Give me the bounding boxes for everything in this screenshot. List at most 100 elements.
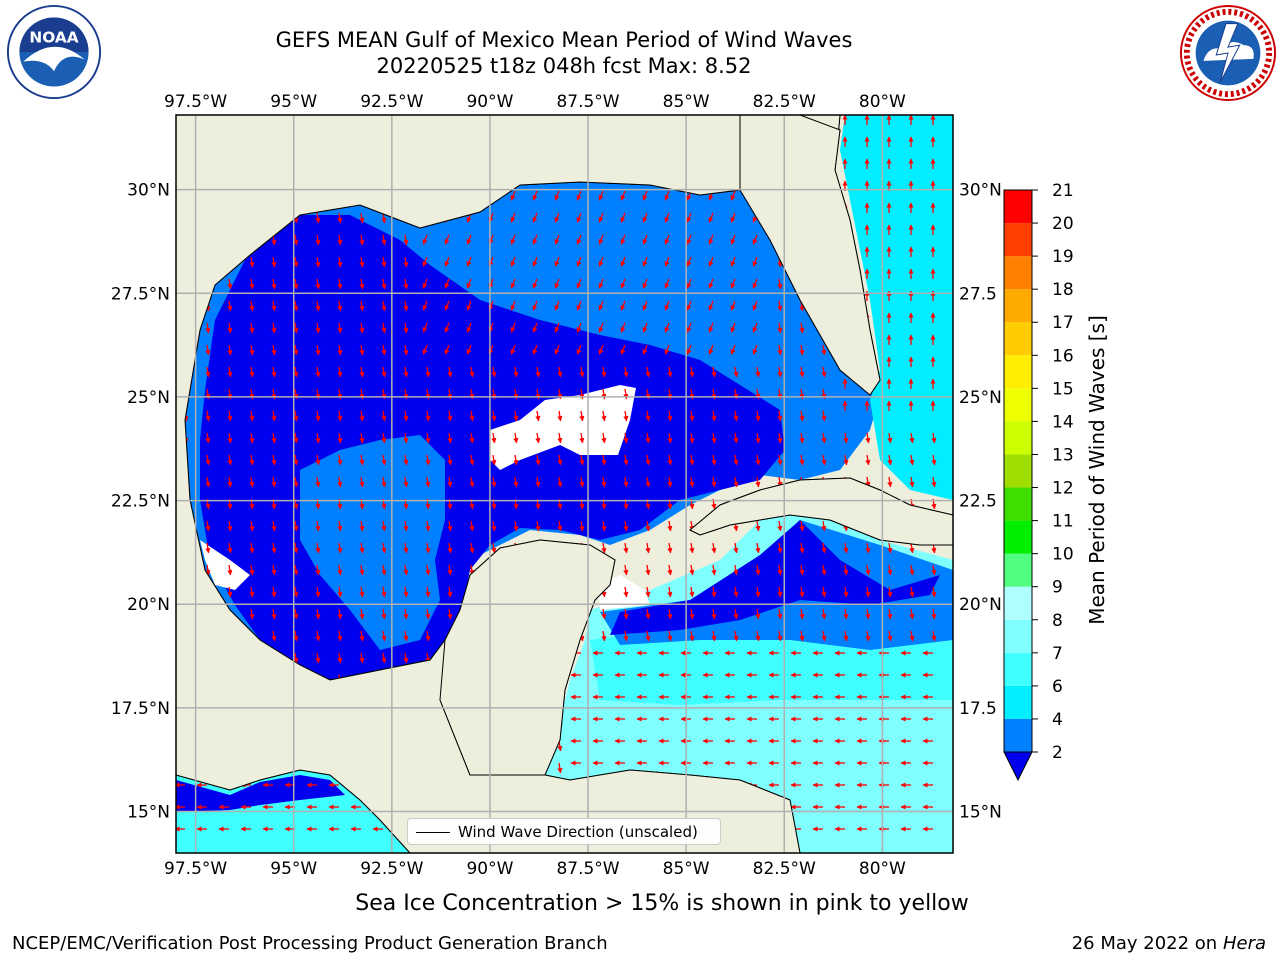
wind-arrow [205, 564, 211, 576]
wind-arrow [708, 234, 714, 245]
wind-arrow [205, 366, 211, 378]
wind-arrow [843, 630, 849, 642]
wind-arrow [642, 256, 648, 267]
wind-arrow [444, 344, 450, 355]
wind-arrow [730, 212, 736, 223]
wind-arrow [422, 278, 428, 289]
wind-arrow [623, 630, 629, 642]
lat-tick-right: 20°N [959, 595, 1002, 615]
wind-arrow [403, 432, 409, 444]
wind-arrow [777, 542, 783, 554]
wind-arrow [422, 256, 428, 267]
wind-arrow [337, 234, 343, 246]
lon-tick-bottom: 80°W [859, 859, 906, 879]
wind-arrow [733, 366, 739, 378]
wind-arrow [667, 630, 673, 642]
wind-arrow [730, 256, 736, 267]
wind-arrow [554, 190, 560, 201]
wind-arrow [623, 476, 629, 488]
wind-arrow [733, 630, 739, 642]
wind-arrow [576, 300, 582, 311]
wind-arrow [425, 520, 431, 532]
wind-arrow [227, 300, 233, 312]
wind-arrow [271, 520, 277, 532]
colorbar-tick-label: 8 [1052, 611, 1063, 631]
wind-arrow [381, 366, 387, 378]
wind-arrow [293, 366, 299, 378]
wind-arrow [601, 432, 607, 444]
wind-arrow [686, 234, 692, 245]
lon-tick-bottom: 85°W [663, 859, 710, 879]
wind-arrow [293, 630, 299, 642]
wind-arrow [510, 344, 516, 355]
wind-arrow [620, 278, 626, 289]
wind-arrow [293, 432, 299, 444]
wind-arrow [227, 476, 233, 488]
wind-arrow [425, 476, 431, 488]
wind-arrow [513, 476, 519, 488]
wind-arrow [623, 366, 629, 378]
wind-arrow [403, 630, 409, 642]
axis-ticks: 97.5°W 97.5°W 95°W 95°W 92.5°W 92.5°W 90°W 90°W… [111, 92, 1002, 879]
wind-arrow [293, 278, 299, 290]
colorbar-segment [1004, 586, 1032, 620]
wind-arrow [359, 432, 365, 444]
wind-arrow [777, 410, 783, 422]
wind-arrow [887, 564, 893, 576]
wind-arrow [664, 278, 670, 289]
wind-arrow [293, 322, 299, 334]
lon-tick-top: 90°W [466, 92, 513, 112]
wind-arrow [755, 608, 761, 620]
sea-ice-note: Sea Ice Concentration > 15% is shown in … [355, 891, 969, 916]
wind-arrow [752, 322, 758, 333]
wind-arrow [601, 608, 607, 620]
wind-arrow [466, 278, 472, 289]
colorbar-tick-label: 13 [1052, 445, 1074, 465]
wind-arrow [667, 520, 673, 532]
wind-arrow [381, 212, 387, 224]
wind-arrow [620, 344, 626, 355]
wind-arrow [381, 410, 387, 422]
wind-arrow [645, 542, 651, 554]
wind-arrow [689, 432, 695, 444]
wind-arrow [337, 542, 343, 554]
wind-arrow [909, 542, 915, 554]
wind-arrow [931, 586, 937, 598]
wind-arrow [315, 278, 321, 290]
wind-arrow [513, 410, 519, 422]
wind-arrow [909, 476, 915, 488]
wind-arrow [579, 366, 585, 378]
wind-arrow [249, 322, 255, 334]
wind-arrow [642, 300, 648, 311]
wind-arrow [381, 278, 387, 290]
wind-arrow [491, 432, 497, 444]
wind-arrow [708, 212, 714, 223]
colorbar-tick-label: 19 [1052, 247, 1074, 267]
colorbar-segment [1004, 322, 1032, 356]
wind-arrow [422, 234, 428, 245]
wind-arrow [315, 344, 321, 356]
wind-arrow [667, 542, 673, 554]
wind-arrow [293, 652, 299, 664]
wind-arrow [620, 234, 626, 245]
wind-arrow [315, 454, 321, 466]
wind-arrow [403, 256, 409, 268]
wind-arrow [730, 344, 736, 355]
wind-arrow [249, 278, 255, 290]
wind-arrow [315, 322, 321, 334]
wind-arrow [227, 542, 233, 554]
wind-arrow [403, 410, 409, 422]
wind-arrow [425, 608, 431, 620]
wind-arrow [491, 366, 497, 378]
wind-arrow [554, 344, 560, 355]
wind-arrow [293, 476, 299, 488]
wind-arrow [403, 608, 409, 620]
wind-arrow [931, 608, 937, 620]
wind-arrow [931, 454, 937, 466]
wind-arrow [227, 366, 233, 378]
wind-arrow [381, 344, 387, 356]
wind-arrow [447, 608, 453, 620]
wind-arrow [359, 652, 365, 664]
wind-arrow [249, 410, 255, 422]
wind-arrow [777, 300, 783, 312]
